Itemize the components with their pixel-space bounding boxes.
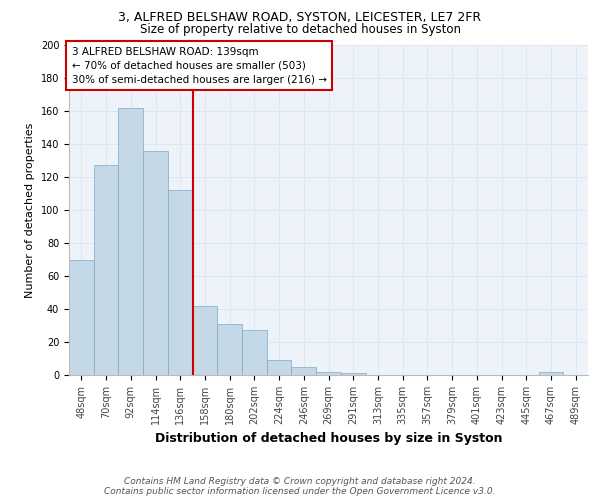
Bar	[292, 367, 316, 375]
Text: 3 ALFRED BELSHAW ROAD: 139sqm
← 70% of detached houses are smaller (503)
30% of : 3 ALFRED BELSHAW ROAD: 139sqm ← 70% of d…	[71, 46, 326, 84]
Text: 3, ALFRED BELSHAW ROAD, SYSTON, LEICESTER, LE7 2FR: 3, ALFRED BELSHAW ROAD, SYSTON, LEICESTE…	[118, 12, 482, 24]
Y-axis label: Number of detached properties: Number of detached properties	[25, 122, 35, 298]
Bar	[118, 108, 143, 375]
Bar	[94, 166, 118, 375]
Bar	[242, 330, 267, 375]
Bar	[193, 306, 217, 375]
Bar	[168, 190, 193, 375]
Bar	[69, 260, 94, 375]
X-axis label: Distribution of detached houses by size in Syston: Distribution of detached houses by size …	[155, 432, 502, 446]
Bar	[539, 372, 563, 375]
Bar	[316, 372, 341, 375]
Bar	[267, 360, 292, 375]
Bar	[217, 324, 242, 375]
Bar	[143, 150, 168, 375]
Text: Size of property relative to detached houses in Syston: Size of property relative to detached ho…	[139, 22, 461, 36]
Text: Contains HM Land Registry data © Crown copyright and database right 2024.
Contai: Contains HM Land Registry data © Crown c…	[104, 476, 496, 496]
Bar	[341, 374, 365, 375]
